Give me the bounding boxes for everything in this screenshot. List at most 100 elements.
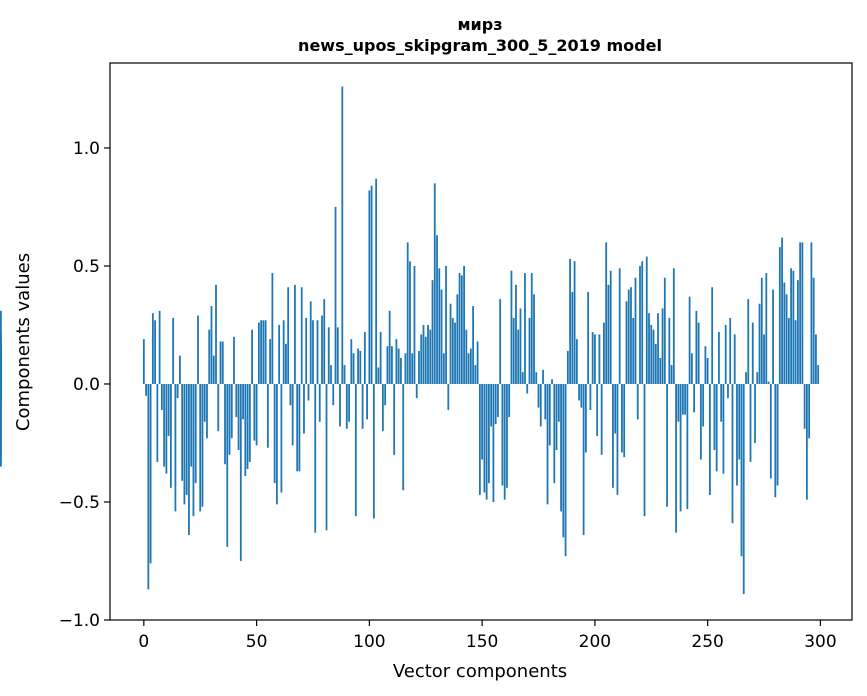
bar bbox=[781, 237, 783, 384]
bar bbox=[508, 383, 511, 418]
bar bbox=[643, 383, 646, 517]
bar bbox=[235, 383, 238, 418]
bar bbox=[0, 383, 2, 403]
bar bbox=[524, 273, 526, 384]
bar bbox=[0, 310, 2, 384]
bar bbox=[275, 383, 278, 505]
bar bbox=[765, 273, 768, 384]
bar bbox=[312, 320, 314, 384]
bar bbox=[526, 383, 529, 394]
bar bbox=[197, 315, 199, 384]
bar bbox=[271, 273, 274, 384]
bar bbox=[456, 294, 459, 384]
bar bbox=[778, 247, 781, 384]
bar bbox=[300, 287, 303, 384]
bar bbox=[510, 270, 513, 384]
bar bbox=[246, 383, 249, 469]
bar bbox=[172, 317, 175, 384]
bar bbox=[316, 320, 319, 384]
bar bbox=[499, 299, 502, 384]
bar bbox=[348, 383, 350, 422]
bar bbox=[544, 383, 547, 420]
bar bbox=[212, 355, 215, 384]
bar bbox=[729, 317, 732, 384]
bar bbox=[652, 329, 655, 384]
bar bbox=[481, 383, 484, 460]
bar bbox=[627, 289, 630, 384]
bar bbox=[273, 383, 276, 484]
bar bbox=[672, 268, 675, 384]
bar bbox=[330, 365, 332, 384]
bar bbox=[377, 367, 380, 384]
bar bbox=[285, 343, 287, 384]
x-tick-label: 250 bbox=[691, 632, 723, 652]
bar bbox=[584, 383, 587, 453]
bar bbox=[142, 339, 145, 384]
bar bbox=[571, 291, 574, 384]
bar bbox=[494, 383, 497, 425]
bar bbox=[727, 383, 729, 399]
bar bbox=[442, 353, 445, 384]
bar bbox=[639, 265, 641, 384]
bar bbox=[515, 284, 517, 384]
bar bbox=[512, 317, 515, 384]
bar bbox=[659, 358, 662, 384]
bar bbox=[817, 365, 820, 384]
bar bbox=[754, 383, 756, 443]
bar bbox=[149, 383, 152, 564]
bar bbox=[537, 383, 540, 408]
bar bbox=[666, 383, 668, 507]
bar bbox=[528, 317, 531, 384]
bar bbox=[562, 383, 565, 538]
x-tick-label: 50 bbox=[246, 632, 268, 652]
bar bbox=[0, 355, 2, 384]
bar bbox=[560, 383, 562, 512]
y-tick-label: −1.0 bbox=[59, 611, 100, 631]
bar bbox=[598, 334, 601, 384]
bar bbox=[497, 383, 499, 418]
bar bbox=[684, 383, 686, 415]
chart-title: мирз bbox=[457, 15, 502, 34]
bar bbox=[391, 346, 393, 384]
bar bbox=[375, 178, 378, 384]
bar bbox=[722, 383, 725, 474]
bar bbox=[539, 383, 542, 427]
x-tick-label: 200 bbox=[579, 632, 611, 652]
bar bbox=[363, 332, 366, 384]
bar bbox=[593, 334, 596, 384]
y-axis-label: Components values bbox=[13, 253, 34, 431]
bar bbox=[618, 268, 621, 384]
bar bbox=[553, 383, 556, 484]
bar bbox=[156, 383, 159, 462]
bar bbox=[217, 383, 220, 432]
bar bbox=[203, 383, 206, 422]
bar bbox=[625, 301, 628, 384]
y-tick-label: 0.0 bbox=[73, 375, 100, 395]
bar bbox=[224, 383, 226, 465]
bar bbox=[244, 383, 247, 477]
bar bbox=[578, 383, 580, 401]
bar bbox=[296, 383, 299, 472]
bar bbox=[589, 383, 592, 410]
bar bbox=[409, 261, 411, 384]
bar bbox=[307, 383, 310, 401]
bar bbox=[345, 383, 348, 429]
bar bbox=[808, 383, 811, 439]
bar bbox=[535, 372, 538, 384]
bar bbox=[248, 383, 251, 462]
bar bbox=[713, 383, 716, 451]
bar bbox=[679, 383, 682, 512]
bar bbox=[278, 324, 281, 384]
bar bbox=[372, 383, 375, 519]
bar bbox=[758, 303, 761, 384]
bar bbox=[208, 329, 211, 384]
bar bbox=[147, 383, 150, 590]
bar bbox=[478, 383, 481, 495]
bar bbox=[199, 383, 202, 512]
bar bbox=[154, 320, 156, 384]
bar bbox=[163, 383, 166, 467]
bar bbox=[179, 355, 181, 384]
bar bbox=[485, 383, 488, 500]
bar bbox=[769, 383, 772, 479]
bar bbox=[160, 383, 163, 410]
